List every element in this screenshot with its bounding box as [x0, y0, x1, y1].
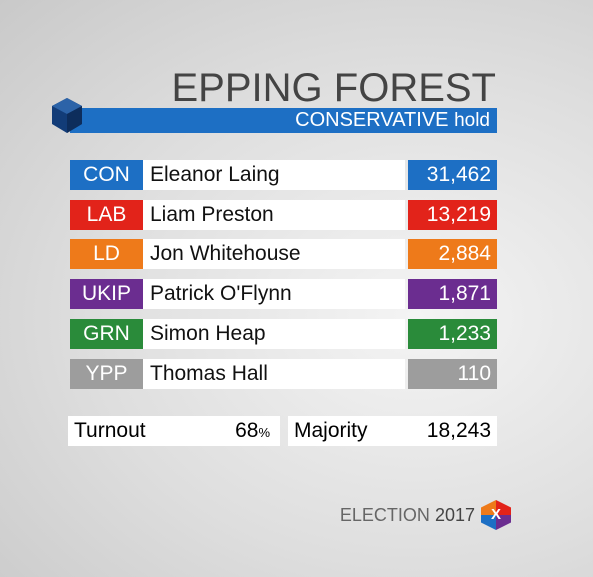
vote-count: 13,219	[408, 199, 497, 230]
result-bar	[70, 108, 497, 133]
election-logo: X	[481, 500, 511, 530]
party-code: GRN	[70, 318, 143, 349]
majority-label: Majority	[294, 419, 368, 442]
result-party: CONSERVATIVE	[295, 109, 449, 131]
candidate-name: Jon Whitehouse	[143, 239, 405, 270]
majority-box: Majority 18,243	[288, 416, 497, 446]
party-code: YPP	[70, 358, 143, 389]
vote-count: 110	[408, 358, 497, 389]
turnout-label: Turnout	[74, 419, 146, 442]
turnout-unit: %	[258, 425, 270, 440]
candidate-name: Thomas Hall	[143, 358, 405, 389]
constituency-title: EPPING FOREST	[171, 66, 497, 110]
turnout-box: Turnout 68%	[68, 416, 280, 446]
turnout-value: 68%	[235, 416, 270, 448]
vote-count: 31,462	[408, 160, 497, 190]
cube-icon	[52, 98, 82, 133]
vote-count: 1,871	[408, 279, 497, 310]
brand-year: 2017	[434, 505, 475, 525]
candidate-name: Patrick O'Flynn	[143, 279, 405, 310]
turnout-number: 68	[235, 419, 259, 442]
party-code: UKIP	[70, 279, 143, 310]
candidate-name: Simon Heap	[143, 318, 405, 349]
footer-brand: ELECTION 2017	[330, 503, 475, 527]
result-text: CONSERVATIVE hold	[200, 108, 490, 133]
candidate-name: Liam Preston	[143, 199, 405, 230]
party-code: LD	[70, 239, 143, 270]
brand-text: ELECTION	[339, 505, 430, 525]
party-code: CON	[70, 160, 143, 190]
vote-count: 1,233	[408, 318, 497, 349]
candidate-name: Eleanor Laing	[143, 160, 405, 190]
result-suffix: hold	[454, 110, 490, 131]
majority-value: 18,243	[426, 419, 491, 442]
party-code: LAB	[70, 199, 143, 230]
vote-count: 2,884	[408, 239, 497, 270]
